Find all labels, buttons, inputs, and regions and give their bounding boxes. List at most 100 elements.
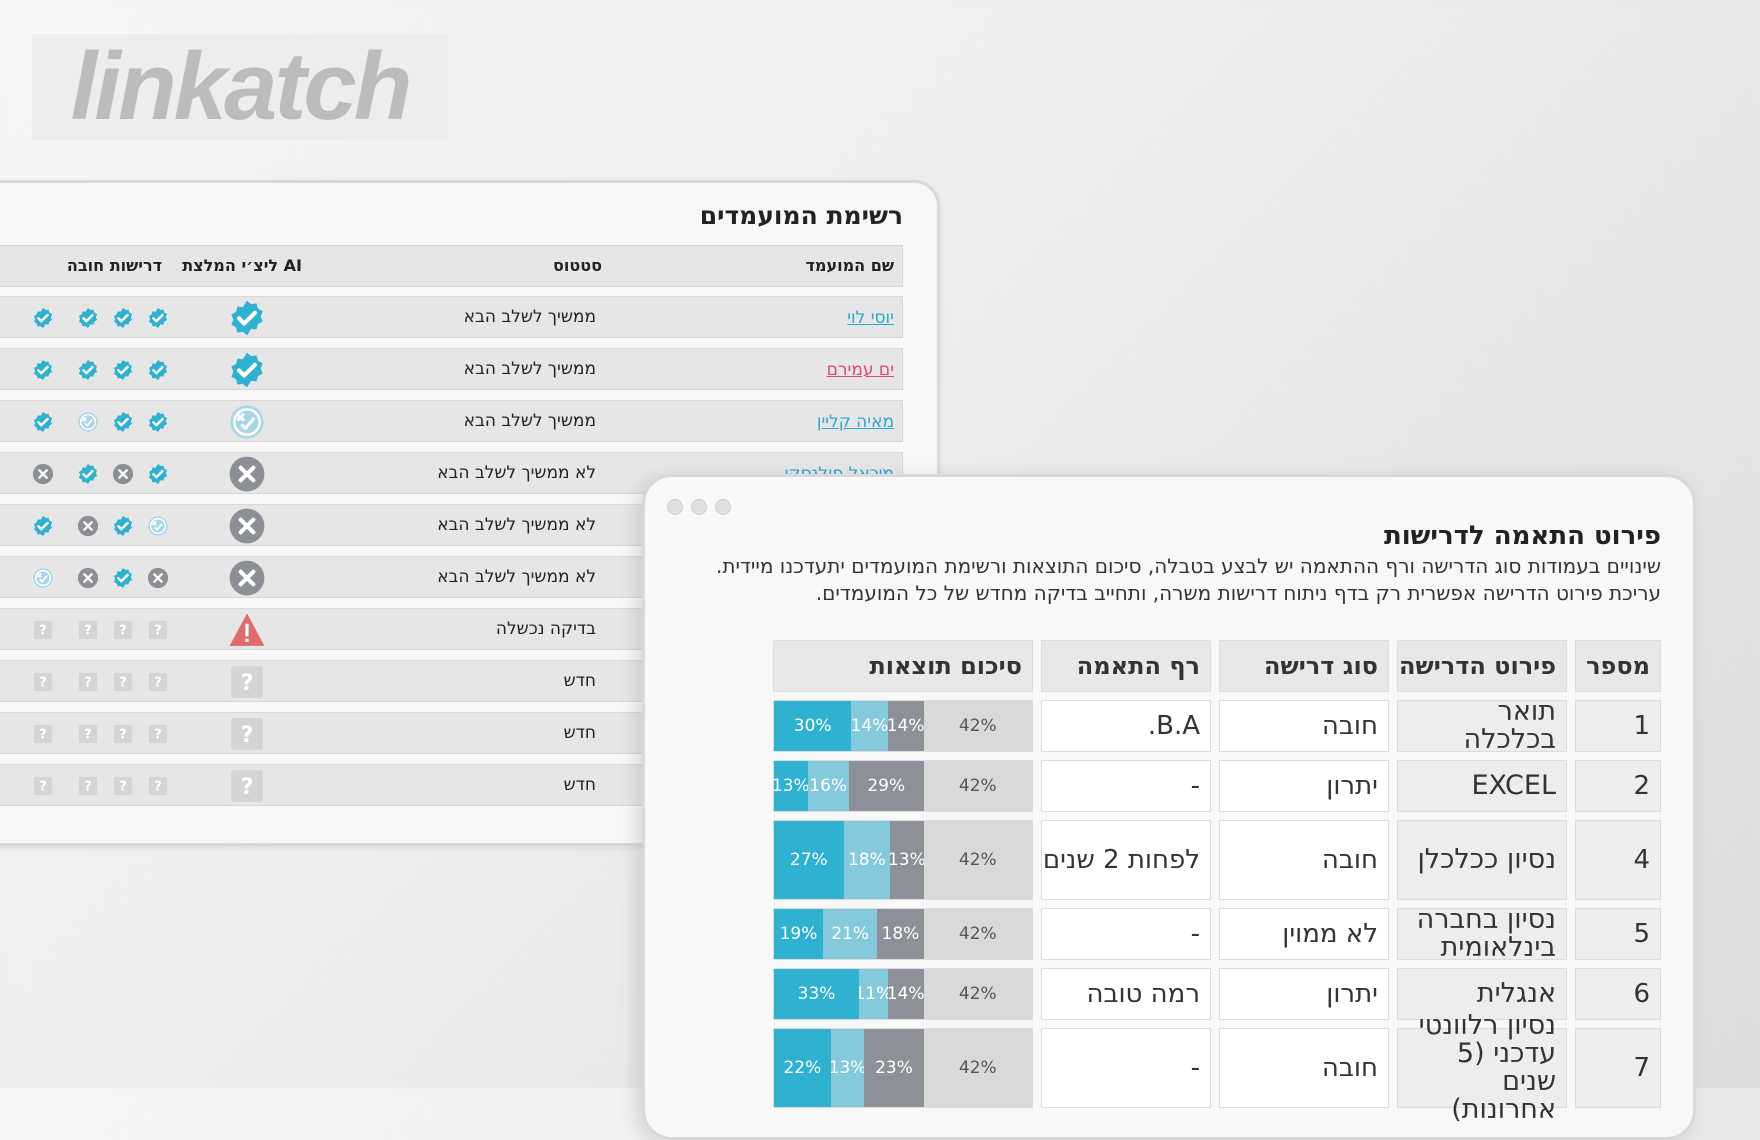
verified-check-icon	[112, 515, 134, 537]
candidate-name-link[interactable]: מאיה קליין	[816, 412, 894, 432]
unknown-question-icon: ?	[147, 671, 169, 693]
description-line: עריכת פירוט הדרישה אפשרית רק בדף ניתוח ד…	[815, 581, 1661, 605]
verified-check-icon	[112, 307, 134, 329]
requirement-type-select[interactable]: יתרון	[1219, 760, 1389, 812]
linkatch-logo: linkatch	[32, 34, 448, 140]
candidate-row[interactable]: מאיה קליין ממשיך לשלב הבא	[0, 400, 903, 442]
requirement-type-select[interactable]: יתרון	[1219, 968, 1389, 1020]
logo-text: linkatch	[70, 33, 413, 140]
requirement-threshold-input[interactable]: רמה טובה	[1041, 968, 1211, 1020]
requirement-threshold-input[interactable]: -	[1041, 1028, 1211, 1108]
results-summary: 42%14%11%33%	[773, 968, 1033, 1020]
window-dot-icon[interactable]	[691, 499, 707, 515]
candidate-status: לא ממשיך לשלב הבא	[437, 463, 596, 483]
header-status[interactable]: סטטוס	[553, 256, 602, 275]
requirement-detail: נסיון רלוונטי עדכני (5 שנים אחרונות)	[1397, 1012, 1567, 1124]
window-dot-icon[interactable]	[667, 499, 683, 515]
results-summary: 42% 13% 18% 27%	[773, 820, 1033, 900]
requirement-number: 7	[1575, 1028, 1661, 1108]
requirement-threshold-input[interactable]: -	[1041, 908, 1211, 960]
svg-text:?: ?	[154, 624, 161, 639]
rest-segment: 42%	[923, 821, 1032, 899]
candidate-row[interactable]: יוסי לוי ממשיך לשלב הבא	[0, 296, 903, 338]
header-threshold: רף התאמה	[1041, 640, 1211, 692]
reject-x-icon	[228, 455, 266, 493]
pass-segment: 27%	[774, 821, 844, 899]
verified-check-icon	[228, 299, 266, 337]
rest-segment: 42%	[923, 969, 1032, 1019]
results-bar: 42%14%11%33%	[773, 968, 1033, 1020]
requirements-table-header: מספר פירוט הדרישה סוג דרישה רף התאמה סיכ…	[676, 640, 1661, 692]
reject-x-icon	[228, 559, 266, 597]
verified-check-icon	[147, 359, 169, 381]
svg-text:?: ?	[119, 780, 126, 795]
verified-check-icon	[147, 463, 169, 485]
rest-segment: 42%	[923, 701, 1032, 751]
verified-check-icon	[112, 411, 134, 433]
svg-text:?: ?	[119, 624, 126, 639]
requirement-threshold-input[interactable]: לפחות 2 שנים	[1041, 820, 1211, 900]
unknown-question-icon: ?	[32, 671, 54, 693]
svg-text:?: ?	[241, 774, 254, 800]
unknown-question-icon: ?	[112, 671, 134, 693]
window-controls	[667, 499, 739, 519]
reject-x-icon	[228, 507, 266, 545]
candidate-row[interactable]: ים עמירם ממשיך לשלב הבא	[0, 348, 903, 390]
requirement-type-select[interactable]: חובה	[1219, 700, 1389, 752]
unknown-question-icon: ?	[147, 619, 169, 641]
header-name[interactable]: שם המועמד	[805, 256, 894, 275]
candidate-name-link[interactable]: יוסי לוי	[847, 308, 894, 328]
partial-segment: 13%	[830, 1029, 865, 1107]
candidates-table-header: שם המועמד סטטוס ליצ׳י המלצת AI דרישות חו…	[0, 245, 903, 287]
requirement-threshold-input[interactable]: B.A.	[1041, 700, 1211, 752]
results-bar: 42% 13% 18% 27%	[773, 820, 1033, 900]
requirements-description: שינויים בעמודות סוג הדרישה ורף ההתאמה יש…	[701, 553, 1661, 607]
pass-segment: 22%	[773, 1029, 831, 1107]
verified-check-icon	[32, 411, 54, 433]
window-dot-icon[interactable]	[715, 499, 731, 515]
requirement-detail: EXCEL	[1397, 760, 1567, 812]
candidate-status: חדש	[563, 775, 596, 795]
description-line: שינויים בעמודות סוג הדרישה ורף ההתאמה יש…	[716, 554, 1661, 578]
svg-text:?: ?	[39, 676, 46, 691]
svg-text:?: ?	[241, 670, 254, 696]
requirement-type-select[interactable]: לא ממוין	[1219, 908, 1389, 960]
pass-segment: 33%	[774, 969, 860, 1019]
unknown-question-icon: ?	[112, 775, 134, 797]
header-req: פירוט הדרישה	[1397, 640, 1567, 692]
unknown-question-icon: ?	[147, 723, 169, 745]
header-type: סוג דרישה	[1219, 640, 1389, 692]
verified-check-icon	[147, 307, 169, 329]
results-summary: 42% 23% 13% 22%	[773, 1028, 1033, 1108]
partial-match-icon	[32, 567, 54, 589]
verified-check-icon	[32, 307, 54, 329]
svg-text:?: ?	[39, 780, 46, 795]
header-ai[interactable]: ליצ׳י המלצת AI	[182, 256, 302, 275]
requirement-type-select[interactable]: חובה	[1219, 1028, 1389, 1108]
requirement-row: 7 נסיון רלוונטי עדכני (5 שנים אחרונות) חוב…	[676, 1012, 1661, 1124]
rest-segment: 42%	[923, 1029, 1032, 1107]
svg-text:?: ?	[84, 780, 91, 795]
results-bar: 42% 18% 21% 19%	[773, 908, 1033, 960]
candidate-status: ממשיך לשלב הבא	[463, 411, 596, 431]
svg-text:?: ?	[119, 728, 126, 743]
candidates-title: רשימת המועמדים	[699, 201, 903, 230]
candidate-status: לא ממשיך לשלב הבא	[437, 515, 596, 535]
candidate-name-link[interactable]: ים עמירם	[826, 360, 894, 380]
requirements-title: פירוט התאמה לדרישות	[1383, 521, 1661, 551]
unknown-question-icon: ?	[32, 775, 54, 797]
results-summary: 42% 18% 21% 19%	[773, 908, 1033, 960]
reject-x-icon	[147, 567, 169, 589]
results-bar: 42% 23% 13% 22%	[773, 1028, 1033, 1108]
fail-segment: 29%	[848, 761, 924, 811]
requirement-detail: נסיון בחברה בינלאומית	[1397, 906, 1567, 962]
requirement-type-select[interactable]: חובה	[1219, 820, 1389, 900]
candidate-status: לא ממשיך לשלב הבא	[437, 567, 596, 587]
requirement-threshold-input[interactable]: -	[1041, 760, 1211, 812]
svg-text:?: ?	[154, 728, 161, 743]
header-required[interactable]: דרישות חובה	[66, 256, 162, 275]
verified-check-icon	[228, 351, 266, 389]
partial-match-icon	[77, 411, 99, 433]
rest-segment: 42%	[923, 909, 1032, 959]
